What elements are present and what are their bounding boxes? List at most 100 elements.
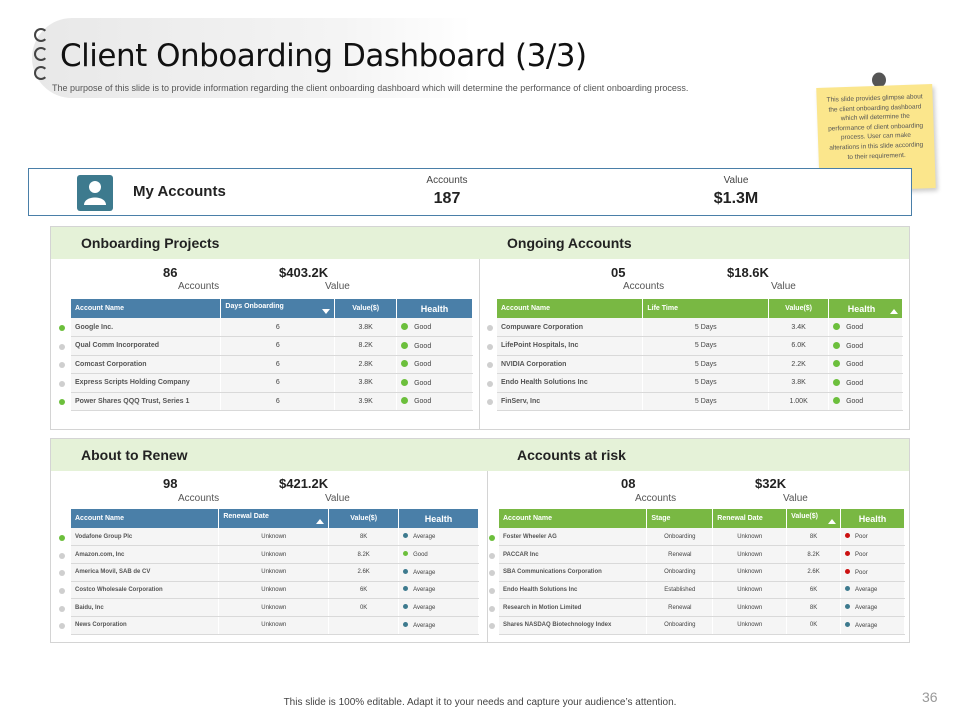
health-status-icon: [401, 341, 409, 349]
health-label: Average: [413, 534, 436, 541]
table-row[interactable]: Express Scripts Holding Company 6 3.8K Good: [71, 373, 473, 393]
column-header[interactable]: Renewal Date: [712, 509, 788, 528]
health-label: Average: [413, 569, 436, 576]
column-header[interactable]: Account Name: [71, 509, 220, 528]
column-header[interactable]: Health: [398, 509, 479, 528]
date-cell: Unknown: [218, 545, 330, 564]
table-row[interactable]: PACCAR Inc Renewal Unknown 8.2K Poor: [499, 545, 905, 564]
row-select-dot[interactable]: [59, 343, 65, 350]
health-status-icon: [833, 378, 841, 386]
health-status-icon: [845, 586, 851, 592]
days-cell: 6: [220, 392, 336, 411]
table-row[interactable]: Comcast Corporation 6 2.8K Good: [71, 355, 473, 374]
column-header[interactable]: Value($): [768, 299, 830, 318]
table-row[interactable]: Foster Wheeler AG Onboarding Unknown 8K Poor: [499, 528, 905, 547]
table-row[interactable]: Amazon.com, Inc Unknown 8.2K Good: [71, 545, 479, 564]
row-select-dot[interactable]: [59, 399, 65, 406]
row-select-dot[interactable]: [59, 325, 65, 332]
row-select-dot[interactable]: [59, 362, 65, 369]
table-row[interactable]: Google Inc. 6 3.8K Good: [71, 318, 473, 337]
table-row[interactable]: Power Shares QQQ Trust, Series 1 6 3.9K Goo…: [71, 392, 473, 411]
account-name-cell: LifePoint Hospitals, Inc: [497, 336, 644, 356]
value-cell: 8K: [328, 528, 400, 547]
risk-accounts: 08: [621, 476, 636, 491]
row-select-dot[interactable]: [59, 587, 65, 594]
value-cell: 6.0K: [768, 336, 830, 356]
sort-up-icon[interactable]: [828, 519, 837, 524]
row-select-dot[interactable]: [59, 570, 65, 577]
column-header[interactable]: Stage: [646, 509, 714, 528]
sort-up-icon[interactable]: [316, 519, 325, 524]
table-row[interactable]: NVIDIA Corporation 5 Days 2.2K Good: [497, 355, 903, 374]
column-header[interactable]: Health: [828, 299, 903, 318]
renew-accounts: 98: [163, 476, 178, 491]
row-select-dot[interactable]: [489, 587, 495, 594]
column-header[interactable]: Account Name: [71, 299, 222, 318]
risk-table: Account Name Stage Renewal Date Value($)…: [499, 509, 905, 635]
value-cell: 2.2K: [768, 355, 830, 374]
date-cell: Unknown: [218, 598, 330, 617]
account-name-cell: Google Inc.: [71, 318, 222, 337]
health-cell: Average: [398, 598, 479, 617]
column-header[interactable]: Health: [840, 509, 905, 528]
column-header[interactable]: Value($): [328, 509, 400, 528]
row-select-dot[interactable]: [487, 380, 493, 387]
sort-up-icon[interactable]: [890, 308, 898, 314]
date-cell: Unknown: [218, 581, 330, 600]
table-row[interactable]: LifePoint Hospitals, Inc 5 Days 6.0K Good: [497, 336, 903, 356]
value-cell: [328, 616, 400, 635]
row-select-dot[interactable]: [59, 552, 65, 559]
health-status-icon: [403, 586, 409, 592]
value-cell: 8.2K: [328, 545, 400, 564]
table-row[interactable]: Costco Wholesale Corporation Unknown 6K Ave…: [71, 581, 479, 600]
date-cell: Unknown: [218, 563, 330, 582]
table-row[interactable]: SBA Communications Corporation Onboarding…: [499, 563, 905, 582]
table-row[interactable]: Compuware Corporation 5 Days 3.4K Good: [497, 318, 903, 337]
column-header[interactable]: Health: [396, 299, 473, 318]
sort-down-icon[interactable]: [322, 309, 331, 314]
column-header[interactable]: Account Name: [499, 509, 648, 528]
column-header[interactable]: Value($): [334, 299, 398, 318]
table-row[interactable]: Baidu, Inc Unknown 0K Average: [71, 598, 479, 617]
health-label: Good: [414, 379, 432, 387]
row-select-dot[interactable]: [489, 552, 495, 559]
column-header[interactable]: Renewal Date: [218, 509, 330, 528]
row-select-dot[interactable]: [59, 605, 65, 612]
column-header[interactable]: Account Name: [497, 299, 644, 318]
row-select-dot[interactable]: [487, 343, 493, 350]
value-cell: 3.8K: [334, 373, 398, 393]
health-label: Average: [855, 587, 878, 594]
table-row[interactable]: Endo Health Solutions Inc 5 Days 3.8K Good: [497, 373, 903, 393]
row-select-dot[interactable]: [489, 605, 495, 612]
row-select-dot[interactable]: [487, 399, 493, 406]
row-select-dot[interactable]: [59, 623, 65, 630]
ongoing-accounts: 05: [611, 265, 626, 280]
date-cell: Unknown: [218, 616, 330, 635]
row-select-dot[interactable]: [487, 325, 493, 332]
row-select-dot[interactable]: [489, 534, 495, 541]
row-select-dot[interactable]: [487, 362, 493, 369]
row-select-dot[interactable]: [489, 623, 495, 630]
row-select-dot[interactable]: [59, 380, 65, 387]
health-label: Poor: [855, 534, 868, 541]
account-name-cell: PACCAR Inc: [499, 545, 648, 564]
account-name-cell: Compuware Corporation: [497, 318, 644, 337]
table-row[interactable]: Qual Comm Incorporated 6 8.2K Good: [71, 336, 473, 356]
table-row[interactable]: Research in Motion Limited Renewal Unknown…: [499, 598, 905, 617]
table-row[interactable]: Endo Health Solutions Inc Established Unkn…: [499, 581, 905, 600]
account-name-cell: Express Scripts Holding Company: [71, 373, 222, 393]
table-row[interactable]: FinServ, Inc 5 Days 1.00K Good: [497, 392, 903, 411]
row-select-dot[interactable]: [489, 570, 495, 577]
column-header[interactable]: Days Onboarding: [220, 299, 336, 318]
table-row[interactable]: News Corporation Unknown Average: [71, 616, 479, 635]
row-select-dot[interactable]: [59, 534, 65, 541]
health-status-icon: [833, 360, 841, 368]
column-header[interactable]: Value($): [786, 509, 842, 528]
health-cell: Good: [828, 373, 903, 393]
column-header[interactable]: Life Time: [642, 299, 770, 318]
account-name-cell: FinServ, Inc: [497, 392, 644, 411]
value-cell: 2.6K: [786, 563, 842, 582]
table-row[interactable]: America Movil, SAB de CV Unknown 2.6K Avera…: [71, 563, 479, 582]
table-row[interactable]: Vodafone Group Plc Unknown 8K Average: [71, 528, 479, 547]
table-row[interactable]: Shares NASDAQ Biotechnology Index Onboard…: [499, 616, 905, 635]
